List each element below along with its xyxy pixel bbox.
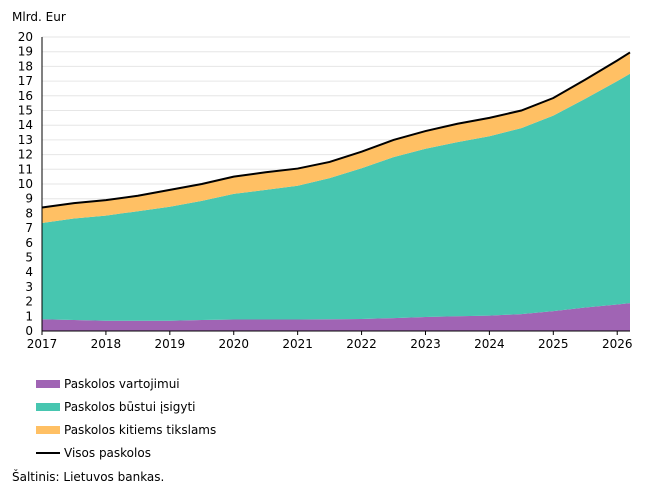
legend-swatch-consumer [36,379,60,388]
y-tick-label-2: 2 [25,295,33,309]
x-tick-label-6: 2023 [410,337,441,351]
area-series-2 [42,52,630,223]
x-tick-label-2: 2019 [155,337,186,351]
y-tick-label-0: 0 [25,324,33,338]
x-tick-label-4: 2021 [282,337,313,351]
legend-item-other: Paskolos kitiems tikslams [36,418,216,441]
source-note: Šaltinis: Lietuvos bankas. [12,470,165,484]
legend-label-consumer: Paskolos vartojimui [64,376,180,391]
legend-swatch-other [36,425,60,434]
y-tick-label-9: 9 [25,192,33,206]
legend-item-consumer: Paskolos vartojimui [36,372,216,395]
y-tick-label-13: 13 [18,133,33,147]
y-tick-label-4: 4 [25,265,33,279]
area-series-0 [42,303,630,331]
y-tick-label-17: 17 [18,74,33,88]
y-tick-label-1: 1 [25,309,33,323]
legend-item-housing: Paskolos būstui įsigyti [36,395,216,418]
x-tick-label-5: 2022 [346,337,377,351]
y-tick-label-3: 3 [25,280,33,294]
legend-label-other: Paskolos kitiems tikslams [64,422,217,437]
y-tick-label-20: 20 [18,30,33,44]
y-tick-label-14: 14 [18,118,33,132]
x-tick-label-9: 2026 [602,337,633,351]
x-tick-label-1: 2018 [91,337,122,351]
line-series-3 [41,51,631,209]
x-tick-label-3: 2020 [218,337,249,351]
x-tick-label-0: 2017 [27,337,58,351]
y-axis-unit-label: Mlrd. Eur [12,10,66,24]
y-tick-label-10: 10 [18,177,33,191]
y-tick-label-8: 8 [25,206,33,220]
chart-legend: Paskolos vartojimui Paskolos būstui įsig… [36,372,216,464]
y-tick-label-7: 7 [25,221,33,235]
legend-label-housing: Paskolos būstui įsigyti [64,399,196,414]
y-tick-label-16: 16 [18,89,33,103]
y-tick-label-11: 11 [18,162,33,176]
area-series-1 [42,73,630,321]
legend-item-total: Visos paskolos [36,441,216,464]
y-tick-label-18: 18 [18,59,33,73]
y-tick-label-5: 5 [25,251,33,265]
legend-swatch-housing [36,402,60,411]
x-tick-label-8: 2025 [538,337,569,351]
legend-swatch-total [36,451,60,454]
x-tick-label-7: 2024 [474,337,505,351]
y-tick-label-6: 6 [25,236,33,250]
y-tick-label-12: 12 [18,148,33,162]
legend-label-total: Visos paskolos [64,445,151,460]
y-tick-label-15: 15 [18,104,33,118]
y-tick-label-19: 19 [18,45,33,59]
